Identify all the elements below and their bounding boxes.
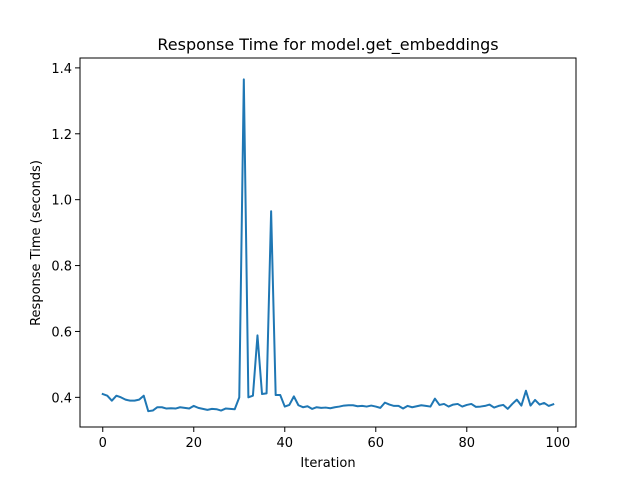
y-tick-label: 0.4 bbox=[51, 391, 72, 406]
y-tick-label: 1.4 bbox=[51, 62, 72, 77]
x-tick-label: 20 bbox=[185, 436, 202, 451]
y-axis-title: Response Time (seconds) bbox=[29, 160, 44, 326]
y-tick-label: 0.6 bbox=[51, 325, 72, 340]
x-tick-label: 0 bbox=[99, 436, 107, 451]
chart-title: Response Time for model.get_embeddings bbox=[157, 35, 498, 55]
x-tick-label: 80 bbox=[459, 436, 476, 451]
x-tick-label: 60 bbox=[368, 436, 385, 451]
plot-area bbox=[79, 57, 577, 428]
x-tick-label: 40 bbox=[276, 436, 293, 451]
y-tick-label: 0.8 bbox=[51, 260, 72, 275]
y-axis: 0.4 0.6 0.8 1.0 1.2 1.4 bbox=[51, 62, 80, 406]
x-tick-label: 100 bbox=[545, 436, 570, 451]
x-axis-title: Iteration bbox=[300, 456, 355, 471]
axes-frame bbox=[79, 57, 577, 428]
y-tick-label: 1.2 bbox=[51, 128, 72, 143]
x-axis: 0 20 40 60 80 100 bbox=[99, 427, 570, 451]
series-line-0 bbox=[101, 78, 555, 413]
y-tick-label: 1.0 bbox=[51, 194, 72, 209]
